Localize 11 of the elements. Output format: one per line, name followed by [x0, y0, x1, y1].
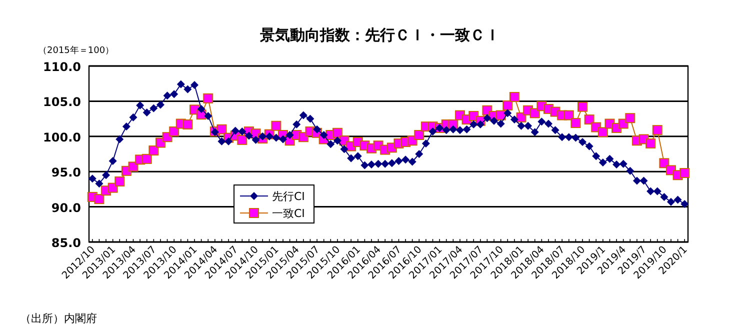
chart-subtitle: （2015年＝100）	[38, 45, 114, 56]
y-tick-label: 95.0	[51, 166, 81, 180]
legend-label: 一致CI	[272, 207, 305, 220]
y-tick-label: 105.0	[43, 95, 81, 110]
y-tick-label: 90.0	[51, 200, 81, 215]
y-tick-label: 85.0	[51, 236, 81, 250]
legend-label: 先行CI	[272, 190, 305, 203]
text: （出所）内閣府	[20, 312, 97, 325]
y-tick-label: 100.0	[43, 130, 81, 144]
y-tick-label: 110.0	[43, 60, 81, 74]
chart-title: 景気動向指数：先行ＣＩ・一致ＣＩ	[259, 26, 500, 44]
